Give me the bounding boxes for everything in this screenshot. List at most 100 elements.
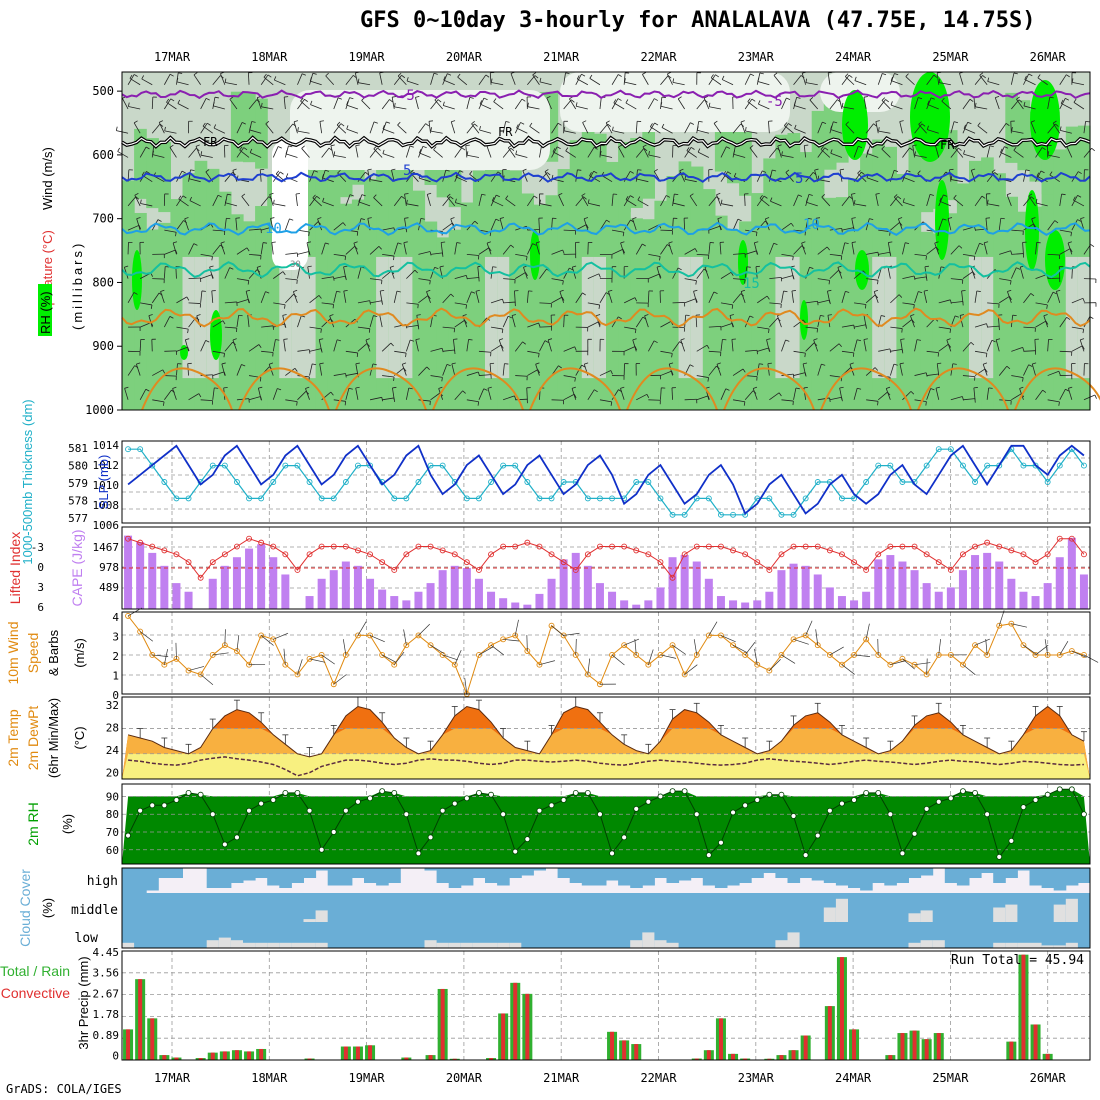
cloud-low-clear (654, 940, 667, 948)
panel-frame (122, 612, 1090, 694)
cloud-mid-cell (848, 893, 861, 922)
cloud-low-clear (909, 943, 922, 948)
cloud-low-cell (582, 922, 595, 948)
rh-dry-cell (279, 257, 292, 378)
precip-convective-bar (707, 1050, 711, 1060)
cloud-low-clear (243, 943, 256, 948)
cloud-low-cell (872, 922, 885, 948)
cloud-high-cell (485, 868, 498, 883)
cloud-low-clear (219, 938, 232, 948)
rh-moist-blob (132, 250, 142, 310)
precip-convective-bar (356, 1047, 360, 1060)
slp-panel: 58158057957857710141012101010081006 (68, 439, 1100, 532)
cloud-mid-cell (679, 893, 692, 922)
wind-tick: 3 (112, 631, 119, 644)
cloud-low-cell (558, 922, 571, 948)
precip-convective-bar (925, 1039, 929, 1060)
rh-point (295, 790, 300, 795)
cloud-low-cell (800, 922, 813, 948)
li-tick: 6 (37, 601, 44, 614)
rh-dry-cell (291, 257, 304, 378)
cloud-mid-cell (134, 893, 147, 922)
cape-panel: -30361467978489 (31, 527, 1100, 614)
date-label-bottom: 24MAR (835, 1071, 872, 1085)
cape-bar (306, 596, 314, 609)
date-label-bottom: 26MAR (1030, 1071, 1067, 1085)
wind-barb-flag (925, 266, 929, 267)
cloud-label-low: low (75, 931, 99, 946)
rh-point (706, 853, 711, 858)
precip-convective-bar (792, 1050, 796, 1060)
rh-point (694, 812, 699, 817)
cape-bar (330, 570, 338, 609)
date-label-bottom: 25MAR (932, 1071, 969, 1085)
rh-moist-blob (1045, 230, 1065, 290)
date-label-bottom: 21MAR (543, 1071, 580, 1085)
cloud-high-cell (981, 868, 994, 873)
rh-point (428, 835, 433, 840)
rh-mid-cell (461, 203, 474, 410)
cloud-mid-cell (775, 893, 788, 922)
cloud-low-cell (364, 922, 377, 948)
cloud-low-cell (691, 922, 704, 948)
rh-point (827, 808, 832, 813)
cloud-low-clear (1066, 943, 1079, 948)
cloud-high-cell (993, 868, 1006, 883)
rh-point (234, 835, 239, 840)
date-label-bottom: 18MAR (251, 1071, 288, 1085)
rh-ylabel: 2m RH (25, 802, 41, 846)
cloud-high-cell (1066, 868, 1079, 886)
rh-tick: 70 (106, 826, 119, 839)
rh-point (839, 801, 844, 806)
cloud-mid-cell (582, 893, 595, 922)
cape-bar (753, 600, 761, 609)
cloud-low-clear (207, 940, 220, 948)
rh-mid-cell (449, 230, 462, 410)
wind-barb (806, 621, 812, 636)
cape-bar (124, 536, 132, 609)
rh-point (743, 803, 748, 808)
wind-barb (201, 674, 213, 684)
cloud-high-cell (207, 868, 220, 888)
cloud-mid-cell (570, 893, 583, 922)
precip-convective-bar (501, 1013, 505, 1060)
contour-label-fr: FR (203, 135, 218, 149)
date-label-top: 20MAR (446, 50, 483, 64)
rh-point (307, 808, 312, 813)
precip-convective-bar (150, 1018, 154, 1060)
cloud-low-cell (836, 922, 849, 948)
cape-bar (1019, 592, 1027, 609)
cape-bar (414, 592, 422, 609)
cloud-high-cell (594, 868, 607, 886)
rh-point (440, 808, 445, 813)
precip-convective-bar (852, 1029, 856, 1060)
cape-bar (886, 555, 894, 609)
wind-barb-flag (357, 353, 358, 357)
contour-label-5: 5 (403, 163, 411, 179)
cloud-low-cell (1054, 922, 1067, 948)
cloud-mid-cell (800, 893, 813, 922)
rh-point (852, 798, 857, 803)
cloud-mid-cell (509, 893, 522, 922)
cape-bar (717, 596, 725, 609)
upper-ylabel-wind: Wind (m/s) (40, 147, 55, 210)
cloud-mid-cell (727, 893, 740, 922)
rh-mid-cell (751, 193, 764, 410)
rh-point (1021, 805, 1026, 810)
cloud-high-cell (267, 868, 280, 886)
precip-convective-bar (900, 1033, 904, 1060)
rh-point (368, 796, 373, 801)
cape-bar (221, 566, 229, 609)
cape-bar (172, 583, 180, 609)
rh-point (864, 790, 869, 795)
cloud-high-cell (896, 868, 909, 883)
cloud-mid-cell (231, 893, 244, 922)
cloud-mid-cell (788, 893, 801, 922)
cloud-low-cell (376, 922, 389, 948)
rh-point (126, 833, 131, 838)
wind-tick: 4 (112, 611, 119, 624)
cloud-mid-cell (170, 893, 183, 922)
cloud-low-cell (400, 922, 413, 948)
cloud-low-clear (461, 943, 474, 948)
wind-barb (418, 624, 429, 635)
